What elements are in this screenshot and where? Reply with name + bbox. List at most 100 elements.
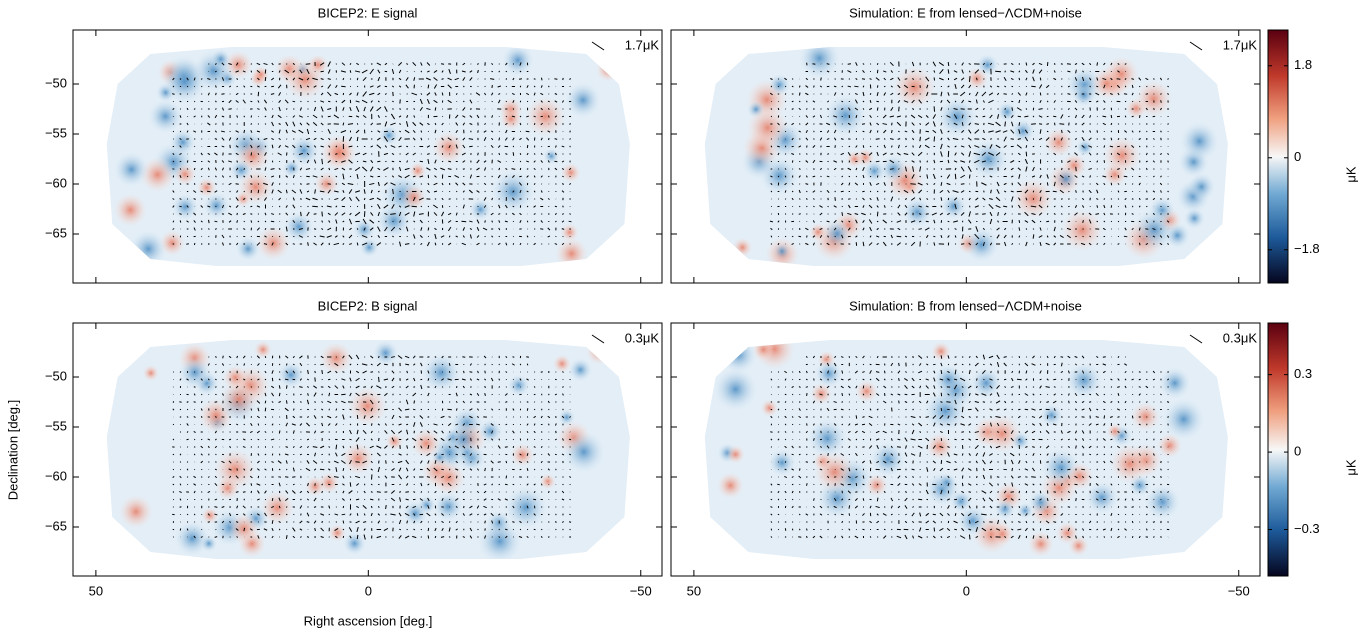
vector — [548, 86, 549, 87]
vector — [1168, 416, 1169, 418]
vector — [208, 507, 209, 508]
vector — [849, 79, 850, 80]
vector — [207, 191, 211, 192]
map-blob — [553, 354, 572, 373]
vector — [251, 408, 252, 410]
vector — [285, 477, 288, 478]
map-blob — [569, 358, 593, 382]
vector — [1132, 85, 1133, 88]
map-blob — [238, 169, 274, 205]
vector — [485, 468, 486, 471]
vector — [1040, 491, 1041, 494]
vector — [272, 498, 273, 501]
vector — [499, 71, 500, 72]
vector — [513, 64, 514, 65]
vector — [876, 139, 880, 140]
vector — [1111, 176, 1112, 177]
vector — [194, 447, 195, 448]
vector — [1054, 492, 1056, 493]
vector — [1111, 199, 1112, 200]
vector — [301, 401, 302, 402]
vector — [799, 199, 800, 200]
vector — [1047, 213, 1048, 214]
vector — [841, 139, 843, 140]
vector — [251, 71, 252, 73]
vector — [320, 364, 323, 365]
vector — [1118, 529, 1119, 530]
vector — [991, 236, 992, 237]
vector — [1026, 182, 1027, 186]
vector — [1054, 93, 1055, 94]
vector — [307, 184, 310, 185]
vector — [272, 520, 273, 524]
map-blob — [1184, 208, 1205, 229]
vector — [378, 401, 379, 402]
vector — [834, 86, 836, 87]
vector — [215, 71, 216, 72]
vector — [1097, 62, 1098, 65]
vector-scale-label: 1.7μK — [1223, 37, 1258, 52]
vector — [920, 137, 921, 141]
vector — [363, 387, 366, 388]
vector — [315, 409, 316, 410]
vector — [251, 220, 252, 222]
vector — [421, 409, 422, 410]
vector — [371, 236, 372, 237]
vector — [1118, 522, 1120, 523]
vector — [821, 77, 822, 80]
vector — [569, 221, 572, 222]
vector — [1089, 379, 1090, 380]
y-tick-label: −50 — [45, 368, 67, 383]
vector — [1012, 93, 1013, 94]
vector — [194, 243, 195, 245]
vector — [216, 108, 217, 109]
vector — [1011, 191, 1014, 192]
vector — [470, 462, 471, 463]
x-axis-label: Right ascension [deg.] — [304, 613, 433, 628]
vector — [286, 469, 287, 470]
vector — [506, 439, 507, 440]
vector — [1040, 168, 1041, 170]
vector — [400, 198, 401, 200]
vector — [814, 228, 815, 229]
vector — [357, 454, 358, 455]
vector — [906, 109, 907, 110]
vector — [293, 484, 294, 485]
vector — [792, 214, 793, 215]
vector — [927, 64, 928, 65]
vector — [877, 130, 878, 132]
vector-scale-label: 1.7μK — [625, 37, 660, 52]
vector — [891, 146, 892, 148]
vector — [194, 146, 195, 147]
vector — [286, 109, 287, 110]
vector — [414, 401, 415, 404]
vector — [814, 71, 815, 72]
vector — [208, 387, 209, 388]
vector — [884, 86, 885, 87]
map-blob — [773, 242, 791, 260]
vector — [448, 169, 452, 170]
vector — [322, 499, 323, 500]
vector — [806, 153, 807, 154]
vector — [898, 131, 899, 132]
vector — [821, 191, 822, 192]
vector — [884, 169, 885, 170]
vector — [214, 507, 217, 508]
vector — [1118, 175, 1119, 178]
map-blob — [1110, 444, 1150, 484]
map-blob — [938, 97, 977, 136]
vector — [407, 94, 408, 95]
vector — [526, 357, 529, 358]
vector — [350, 176, 351, 177]
map-blob — [172, 194, 198, 220]
vector — [286, 221, 287, 222]
vector — [194, 514, 195, 515]
vector — [556, 507, 557, 508]
map-blob — [373, 340, 398, 365]
vector — [251, 124, 252, 125]
vector — [336, 445, 337, 450]
vector — [527, 364, 528, 366]
vector — [1154, 462, 1155, 463]
vector — [1110, 146, 1113, 147]
vector — [821, 176, 822, 177]
